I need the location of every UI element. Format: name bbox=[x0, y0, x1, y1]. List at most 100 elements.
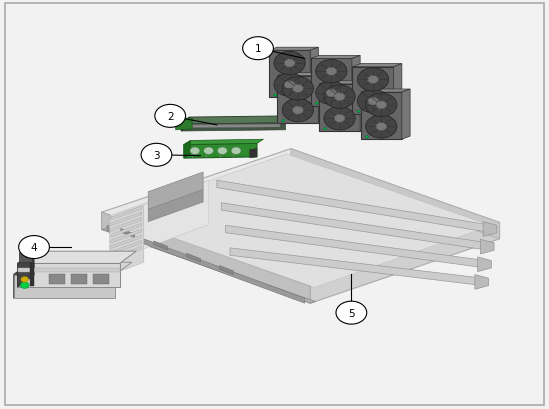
Circle shape bbox=[293, 85, 303, 93]
Polygon shape bbox=[361, 93, 402, 140]
Circle shape bbox=[284, 81, 295, 90]
Polygon shape bbox=[181, 118, 189, 132]
Circle shape bbox=[141, 144, 172, 167]
Text: 2: 2 bbox=[167, 112, 173, 121]
Polygon shape bbox=[318, 74, 327, 124]
Circle shape bbox=[326, 68, 337, 76]
Circle shape bbox=[368, 98, 378, 106]
Polygon shape bbox=[310, 48, 318, 98]
Polygon shape bbox=[311, 59, 352, 106]
Polygon shape bbox=[113, 181, 209, 261]
Circle shape bbox=[19, 236, 49, 259]
Polygon shape bbox=[402, 90, 410, 140]
Circle shape bbox=[326, 90, 337, 98]
Polygon shape bbox=[319, 82, 368, 85]
Polygon shape bbox=[30, 264, 34, 286]
Circle shape bbox=[324, 107, 355, 130]
Polygon shape bbox=[480, 240, 494, 254]
Polygon shape bbox=[311, 56, 360, 59]
Polygon shape bbox=[277, 74, 327, 76]
Polygon shape bbox=[352, 67, 394, 115]
Circle shape bbox=[334, 93, 345, 101]
Polygon shape bbox=[110, 155, 491, 288]
Polygon shape bbox=[111, 235, 142, 249]
Polygon shape bbox=[49, 274, 65, 284]
Polygon shape bbox=[478, 257, 491, 272]
Polygon shape bbox=[250, 149, 257, 158]
Circle shape bbox=[366, 115, 397, 139]
Text: 3: 3 bbox=[153, 151, 160, 160]
Polygon shape bbox=[217, 181, 491, 233]
Polygon shape bbox=[19, 253, 32, 263]
Polygon shape bbox=[220, 266, 233, 275]
Polygon shape bbox=[102, 228, 316, 303]
Circle shape bbox=[20, 282, 29, 289]
Circle shape bbox=[282, 99, 313, 122]
Polygon shape bbox=[111, 224, 142, 238]
Circle shape bbox=[323, 128, 327, 130]
Circle shape bbox=[190, 148, 200, 155]
Circle shape bbox=[21, 277, 29, 283]
Polygon shape bbox=[187, 125, 280, 128]
Polygon shape bbox=[184, 140, 264, 145]
Circle shape bbox=[316, 61, 347, 84]
Polygon shape bbox=[269, 48, 318, 51]
Polygon shape bbox=[18, 264, 120, 288]
Polygon shape bbox=[181, 117, 294, 125]
Circle shape bbox=[336, 301, 367, 324]
Circle shape bbox=[316, 82, 347, 105]
Polygon shape bbox=[18, 252, 136, 264]
Circle shape bbox=[274, 74, 305, 97]
Polygon shape bbox=[277, 76, 318, 124]
Polygon shape bbox=[14, 263, 30, 299]
Polygon shape bbox=[184, 141, 191, 159]
Circle shape bbox=[282, 120, 285, 122]
Polygon shape bbox=[121, 229, 135, 238]
Circle shape bbox=[376, 101, 386, 110]
Polygon shape bbox=[111, 207, 142, 220]
Circle shape bbox=[155, 105, 186, 128]
Polygon shape bbox=[14, 275, 115, 299]
Circle shape bbox=[274, 52, 305, 76]
Circle shape bbox=[365, 136, 368, 139]
Polygon shape bbox=[111, 212, 142, 226]
Circle shape bbox=[293, 107, 303, 115]
Polygon shape bbox=[394, 65, 402, 115]
Polygon shape bbox=[352, 65, 402, 67]
Polygon shape bbox=[352, 56, 360, 106]
Circle shape bbox=[273, 94, 277, 97]
Text: 5: 5 bbox=[348, 308, 355, 318]
Polygon shape bbox=[154, 241, 167, 250]
Polygon shape bbox=[14, 263, 132, 275]
Circle shape bbox=[243, 38, 273, 61]
Polygon shape bbox=[148, 173, 203, 210]
Circle shape bbox=[231, 148, 241, 155]
Polygon shape bbox=[148, 190, 203, 222]
Polygon shape bbox=[18, 268, 120, 272]
Circle shape bbox=[368, 76, 378, 84]
Circle shape bbox=[334, 115, 345, 123]
Polygon shape bbox=[360, 82, 368, 132]
Polygon shape bbox=[111, 241, 142, 255]
Polygon shape bbox=[93, 274, 109, 284]
Polygon shape bbox=[107, 226, 305, 303]
Polygon shape bbox=[110, 206, 144, 275]
Text: 4: 4 bbox=[31, 243, 37, 252]
Polygon shape bbox=[230, 248, 483, 286]
Polygon shape bbox=[221, 203, 489, 251]
Circle shape bbox=[357, 90, 389, 113]
Polygon shape bbox=[291, 149, 500, 239]
Polygon shape bbox=[184, 144, 257, 159]
Circle shape bbox=[324, 86, 355, 109]
Polygon shape bbox=[181, 124, 285, 132]
Polygon shape bbox=[483, 222, 497, 237]
Polygon shape bbox=[111, 229, 142, 243]
Circle shape bbox=[376, 123, 386, 131]
Circle shape bbox=[284, 60, 295, 68]
Circle shape bbox=[357, 69, 389, 92]
Polygon shape bbox=[269, 51, 310, 98]
Circle shape bbox=[315, 103, 318, 105]
Polygon shape bbox=[226, 226, 486, 268]
Polygon shape bbox=[102, 149, 500, 286]
Polygon shape bbox=[475, 275, 489, 290]
